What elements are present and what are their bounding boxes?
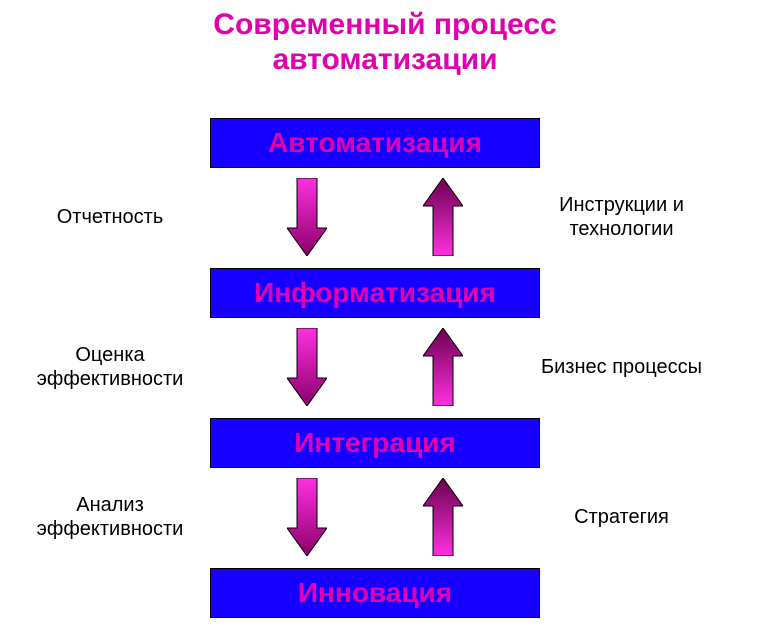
arrow-up-integration-informatization (423, 328, 463, 406)
arrow-down-automation-informatization (287, 178, 327, 256)
side-label-right-1: Бизнес процессы (483, 355, 760, 379)
node-label: Информатизация (254, 277, 496, 309)
side-label-right-0: Инструкции и технологии (483, 193, 760, 241)
title-line2: автоматизации (272, 43, 497, 76)
arrow-up-informatization-automation (423, 178, 463, 256)
node-automation: Автоматизация (210, 118, 540, 168)
side-label-left-2: Анализ эффективности (10, 493, 210, 541)
arrow-down-informatization-integration (287, 328, 327, 406)
node-label: Автоматизация (268, 127, 482, 159)
node-innovation: Инновация (210, 568, 540, 618)
node-integration: Интеграция (210, 418, 540, 468)
node-label: Инновация (298, 577, 452, 609)
node-informatization: Информатизация (210, 268, 540, 318)
arrow-up-innovation-integration (423, 478, 463, 556)
side-label-left-0: Отчетность (10, 205, 210, 229)
side-label-right-2: Стратегия (483, 505, 760, 529)
node-label: Интеграция (294, 427, 455, 459)
title-line1: Современный процесс (213, 8, 556, 41)
diagram-title: Современный процессавтоматизации (0, 8, 770, 77)
side-label-left-1: Оценка эффективности (10, 343, 210, 391)
arrow-down-integration-innovation (287, 478, 327, 556)
